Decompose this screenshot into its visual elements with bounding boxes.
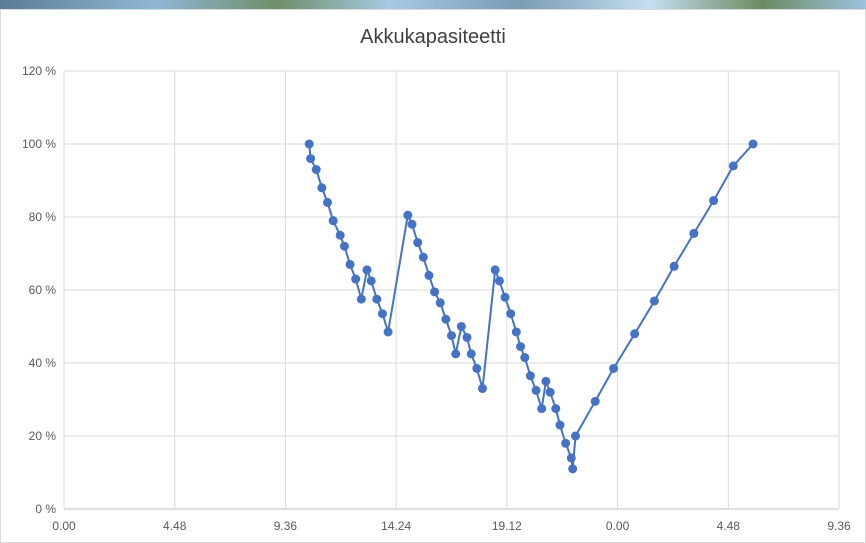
data-point [609,363,619,373]
data-point [403,210,413,220]
data-point [551,404,561,414]
data-point [328,216,338,226]
data-point [366,276,376,286]
data-point [516,342,526,352]
data-point [541,376,551,386]
data-point [447,331,456,341]
data-point [531,385,541,395]
data-point [561,438,571,448]
data-point [472,363,482,373]
data-point [566,453,576,463]
data-point [490,265,500,275]
data-point [441,314,451,324]
background-image-strip [0,0,866,9]
data-point [649,296,659,306]
data-point [451,349,461,359]
data-point [372,294,382,304]
x-tick-label: 19.12 [492,519,522,533]
series-capacity [304,139,758,474]
data-point [571,431,580,441]
data-point [525,371,535,381]
data-point [728,161,738,171]
data-point [323,197,332,207]
y-tick-label: 60 % [29,283,57,297]
series-line [308,143,754,470]
y-tick-label: 80 % [29,210,57,224]
data-point [311,165,321,175]
data-point [339,241,349,251]
data-point [424,270,434,280]
data-point [362,265,372,275]
data-point [590,396,600,406]
x-tick-label: 0.00 [52,519,76,533]
data-point [377,309,387,319]
x-tick-label: 4.48 [717,519,741,533]
x-tick-label: 9.36 [827,519,851,533]
data-point [630,329,640,339]
x-tick-label: 4.48 [163,519,187,533]
data-point [511,327,521,337]
data-point [317,183,327,193]
data-point [545,387,555,397]
data-point [345,259,355,269]
data-point [306,154,316,164]
data-point [500,292,510,302]
y-axis-tick-labels: 0 % 20 % 40 % 60 % 80 % 100 % 120 % [22,64,56,516]
y-tick-label: 0 % [35,502,56,516]
data-point [430,287,440,297]
data-point [304,139,314,149]
data-point [568,464,578,474]
x-tick-label: 9.36 [274,519,298,533]
x-axis-tick-labels: 0.00 4.48 9.36 14.24 19.12 0.00 4.48 9.36 [52,519,851,533]
x-tick-label: 0.00 [606,519,630,533]
data-point [413,238,423,248]
y-tick-label: 120 % [22,64,56,78]
data-point [435,298,445,308]
data-point [478,384,487,394]
data-point [520,353,530,363]
data-point [506,309,516,319]
data-point [356,294,366,304]
data-point [383,327,393,337]
data-point [407,219,417,229]
data-point [335,230,345,240]
data-point [494,276,504,286]
data-point [466,349,476,359]
x-tick-label: 14.24 [381,519,411,533]
data-point [462,332,472,342]
y-tick-label: 100 % [22,137,56,151]
data-point [537,404,547,414]
data-point [351,274,361,284]
y-tick-label: 40 % [29,356,57,370]
data-point [748,139,758,149]
data-point [709,196,719,206]
y-tick-label: 20 % [29,429,57,443]
gridlines [63,70,840,510]
data-point [669,261,679,271]
data-point [689,228,699,238]
data-point [555,420,565,430]
chart-title: Akkukapasiteetti [360,26,506,48]
data-point [418,252,428,262]
data-point [456,322,466,331]
